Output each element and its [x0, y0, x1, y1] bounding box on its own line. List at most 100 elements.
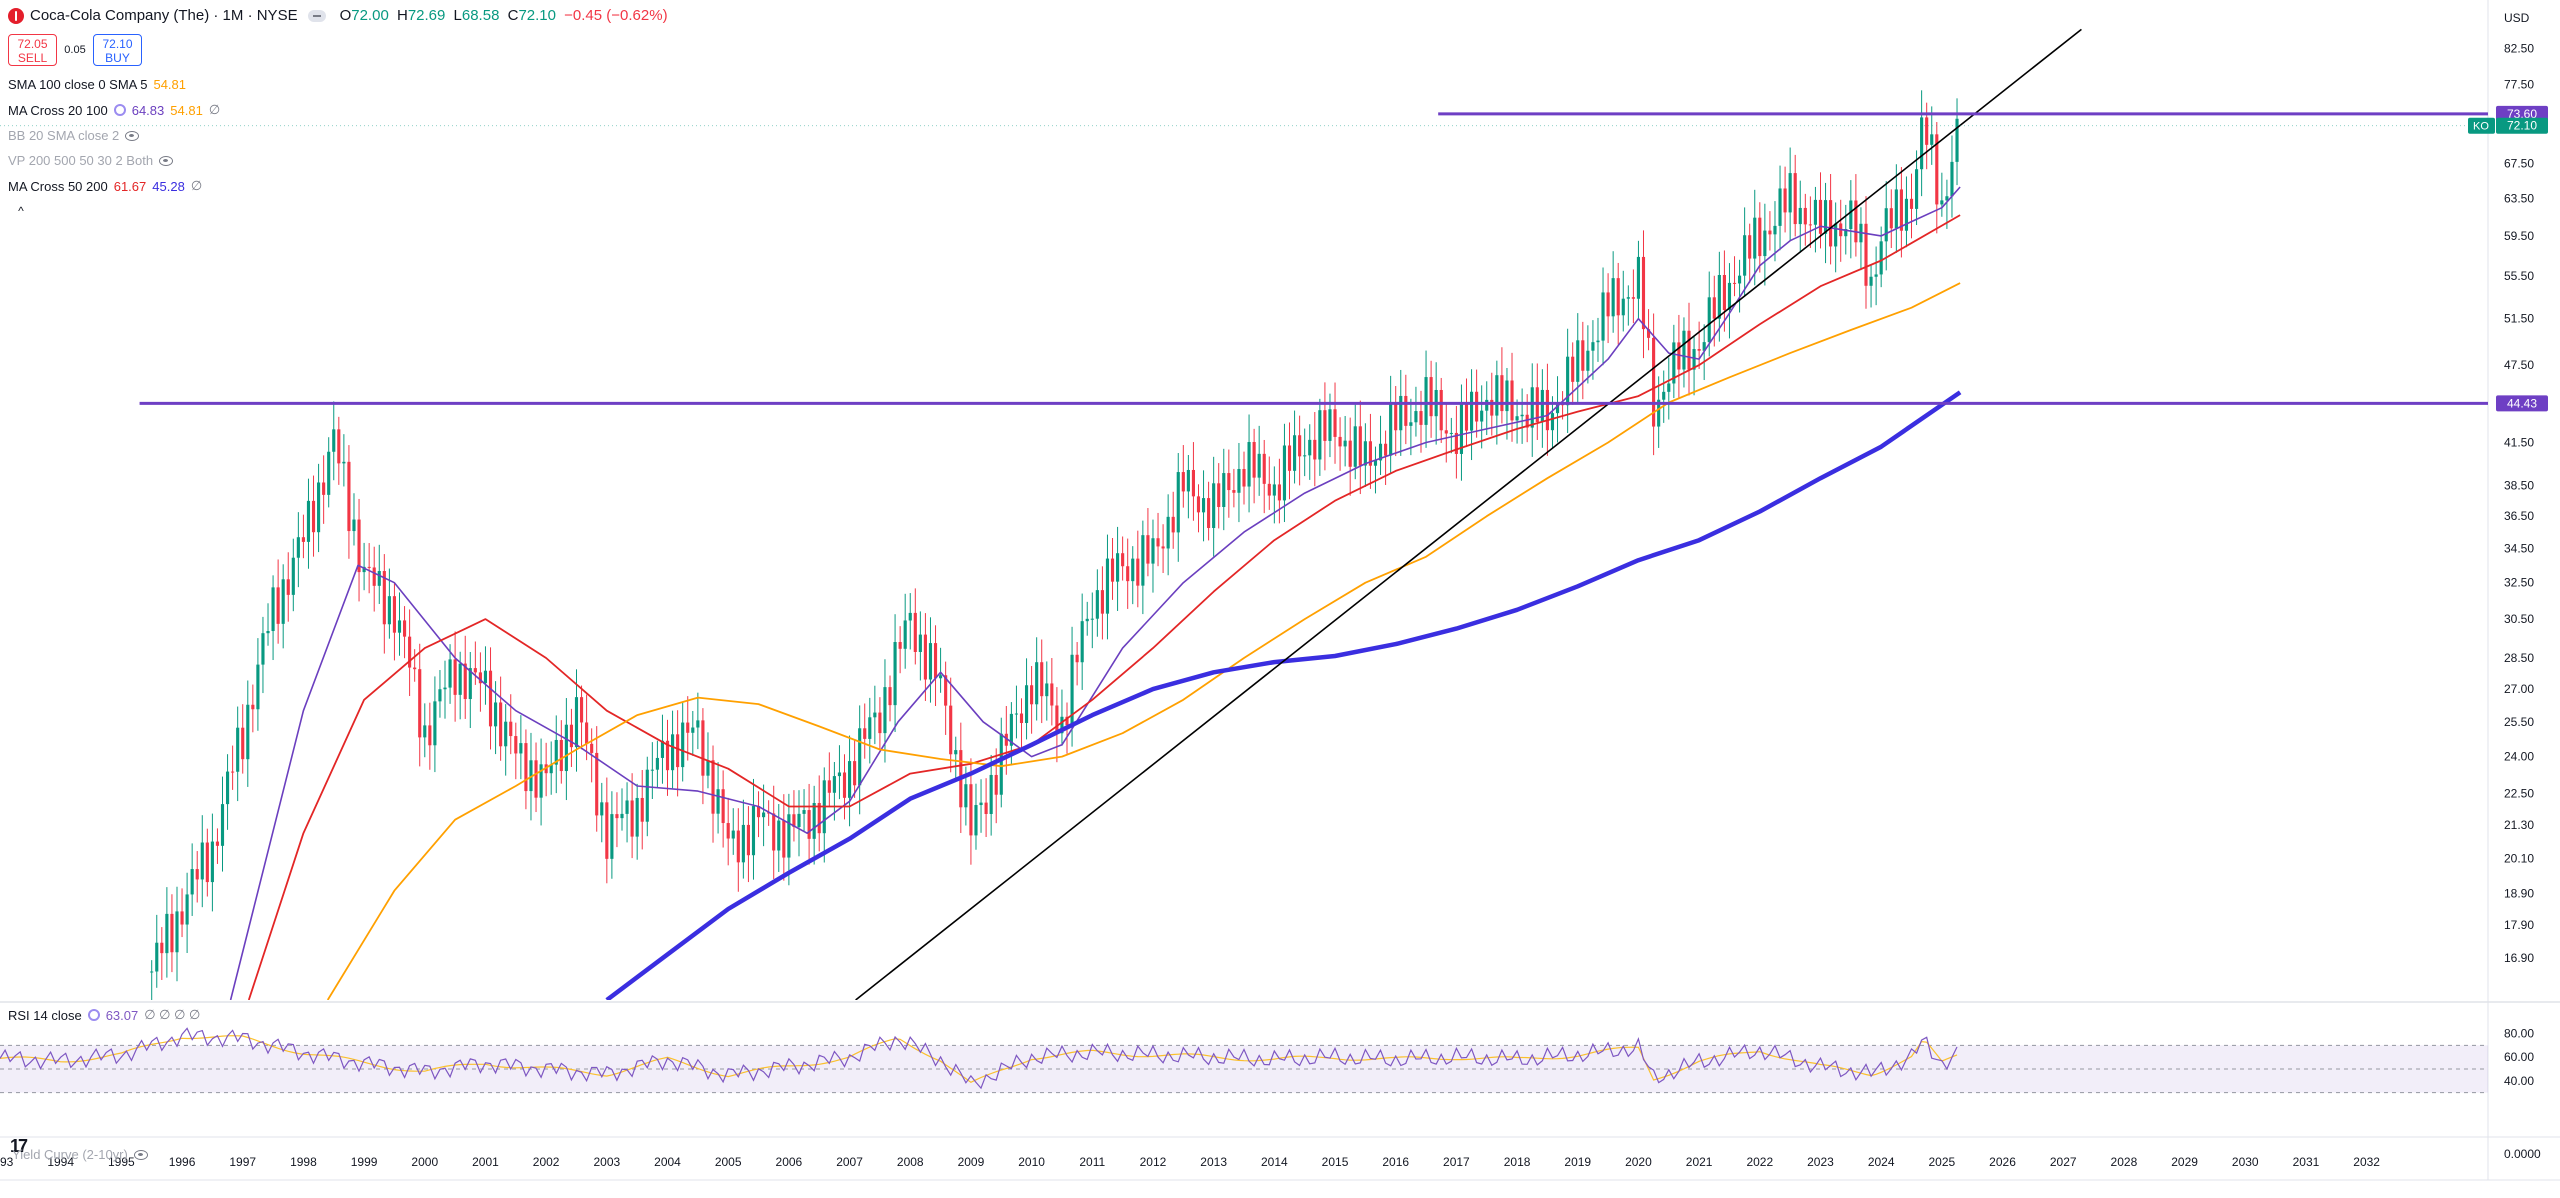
- candle-body: [1009, 713, 1013, 746]
- price-tick-label: 25.50: [2504, 715, 2534, 729]
- candle-body: [1950, 161, 1954, 197]
- indicator-volume-profile[interactable]: VP 200 500 50 30 2 Both: [8, 153, 174, 168]
- candle-body: [463, 663, 467, 700]
- candle-body: [1207, 498, 1211, 528]
- candle-body: [1323, 410, 1327, 441]
- candle-body: [1566, 356, 1570, 406]
- candle-body: [933, 643, 938, 679]
- candle-body: [1121, 553, 1125, 567]
- candle-body: [1060, 716, 1064, 734]
- candle-body: [939, 675, 943, 679]
- candle-body: [691, 727, 695, 733]
- time-tick-label: 1995: [108, 1155, 135, 1169]
- candle-body: [1909, 198, 1914, 209]
- candle-body: [1070, 654, 1074, 726]
- candle-body: [1156, 538, 1160, 547]
- candle-body: [433, 701, 437, 746]
- buy-button[interactable]: 72.10 BUY: [93, 34, 142, 66]
- time-tick-label: 2024: [1868, 1155, 1895, 1169]
- candle-body: [1485, 399, 1489, 411]
- candle-body: [210, 841, 214, 883]
- candle-body: [1105, 558, 1110, 614]
- candle-body: [1378, 443, 1383, 461]
- trendline: [855, 28, 2082, 1000]
- candle-body: [1803, 207, 1807, 225]
- candle-body: [1368, 441, 1372, 466]
- indicator-ma-cross-20-100[interactable]: MA Cross 20 100 64.83 54.81 ∅: [8, 102, 221, 118]
- candle-body: [1930, 134, 1934, 145]
- hidden-eye-icon[interactable]: [125, 130, 140, 141]
- hidden-eye-icon[interactable]: [159, 155, 174, 166]
- candle-body: [1631, 297, 1635, 299]
- candle-body: [1024, 685, 1029, 724]
- candle-body: [170, 913, 174, 953]
- candle-body: [539, 764, 543, 798]
- candle-body: [1004, 733, 1008, 746]
- collapse-legend-chevron-icon[interactable]: ^: [18, 204, 24, 218]
- candle-body: [1131, 558, 1135, 582]
- yield-curve-legend[interactable]: Yield Curve (2-10yr): [12, 1147, 148, 1162]
- time-tick-label: 2010: [1018, 1155, 1045, 1169]
- candle-body: [1611, 278, 1615, 317]
- candle-body: [1717, 274, 1721, 319]
- candle-body: [1646, 329, 1651, 338]
- candle-body: [1454, 432, 1458, 454]
- candle-body: [1384, 443, 1388, 456]
- price-tick-label: 18.90: [2504, 887, 2534, 901]
- candle-body: [1581, 340, 1585, 371]
- candle-body: [590, 743, 594, 753]
- candle-body: [1141, 535, 1145, 586]
- candle-body: [1252, 442, 1256, 478]
- candle-body: [1333, 409, 1337, 437]
- candle-body: [504, 721, 508, 747]
- time-tick-label: 2004: [654, 1155, 681, 1169]
- settings-icon[interactable]: [87, 1009, 100, 1021]
- time-tick-label: 1994: [47, 1155, 74, 1169]
- empty-set-icon: ∅: [190, 178, 203, 193]
- candle-body: [893, 642, 897, 706]
- sell-button[interactable]: 72.05 SELL: [8, 34, 57, 66]
- candle-body: [1040, 662, 1044, 697]
- candle-body: [1095, 590, 1099, 619]
- settings-icon[interactable]: [113, 104, 126, 116]
- indicator-ma-cross-50-200[interactable]: MA Cross 50 200 61.67 45.28 ∅: [8, 178, 203, 194]
- rsi-legend[interactable]: RSI 14 close 63.07 ∅ ∅ ∅ ∅: [8, 1007, 201, 1023]
- candle-body: [974, 805, 978, 836]
- price-tick-label: 32.50: [2504, 576, 2534, 590]
- candle-body: [600, 802, 604, 816]
- indicator-bollinger[interactable]: BB 20 SMA close 2: [8, 128, 140, 143]
- candle-body: [1869, 276, 1873, 286]
- price-tick-label: 41.50: [2504, 436, 2534, 450]
- candle-body: [726, 823, 730, 839]
- candle-body: [1176, 472, 1180, 533]
- candle-body: [954, 750, 958, 755]
- candle-body: [1419, 411, 1423, 425]
- candle-body: [301, 537, 305, 542]
- candle-body: [236, 727, 240, 772]
- spread-value: 0.05: [64, 44, 86, 56]
- hidden-eye-icon[interactable]: [133, 1149, 148, 1160]
- candle-body: [413, 667, 417, 670]
- candle-body: [964, 784, 968, 808]
- tradingview-logo[interactable]: 17: [10, 1136, 28, 1156]
- candle-body: [731, 830, 735, 839]
- candle-body: [1262, 453, 1266, 484]
- yield-tick-label: 0.0000: [2504, 1147, 2541, 1161]
- time-tick-label: 2013: [1200, 1155, 1227, 1169]
- candle-body: [524, 743, 528, 792]
- candle-body: [1940, 200, 1944, 205]
- collapse-header-button[interactable]: [307, 9, 326, 22]
- candle-body: [362, 566, 366, 573]
- candle-body: [1889, 208, 1893, 229]
- time-tick-label: 1997: [229, 1155, 256, 1169]
- time-tick-label: 2012: [1140, 1155, 1167, 1169]
- indicator-sma100[interactable]: SMA 100 close 0 SMA 5 54.81: [8, 77, 187, 92]
- candle-body: [1758, 217, 1762, 257]
- candle-body: [1282, 445, 1287, 501]
- candle-body: [1692, 349, 1696, 370]
- symbol-title[interactable]: Coca-Cola Company (The) · 1M · NYSE: [30, 7, 298, 24]
- candle-body: [251, 704, 255, 710]
- candle-body: [782, 820, 786, 858]
- candle-body: [372, 567, 376, 586]
